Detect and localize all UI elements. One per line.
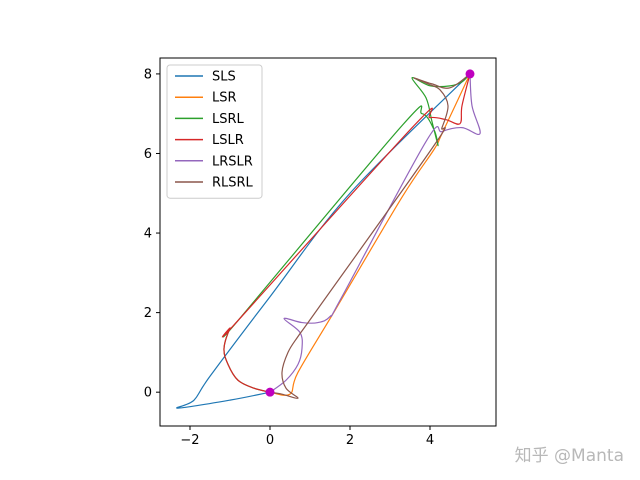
marker-layer [265,69,475,397]
legend-label-rlsrl: RLSRL [212,176,254,191]
legend-box [166,64,263,199]
series-line-lrslr [269,73,481,393]
series-layer [176,73,481,409]
x-tick-label: −2 [180,433,199,448]
legend-label-lrslr: LRSLR [212,154,253,169]
axes-frame [159,57,497,427]
y-tick-label: 0 [144,386,152,401]
series-line-rlsrl [269,73,471,399]
y-tick-label: 4 [144,227,152,242]
series-line-lsr [269,73,471,396]
y-tick-label: 2 [144,306,152,321]
x-tick-label: 4 [426,433,434,448]
series-line-sls [176,73,471,409]
legend-label-sls: SLS [212,70,236,85]
y-tick-label: 6 [144,147,152,162]
legend: SLS LSR LSRL LSLR LRSLR RLSRL [166,64,263,199]
x-tick-label: 2 [346,433,354,448]
tick-layer: −2 0 2 4 0 2 4 6 8 [144,67,434,448]
goal-marker [465,69,475,79]
watermark-text: 知乎 @Manta [514,446,624,466]
series-line-lslr [221,73,471,393]
start-marker [265,387,275,397]
x-tick-label: 0 [266,433,274,448]
legend-label-lsrl: LSRL [212,112,245,127]
y-tick-label: 8 [144,67,152,82]
legend-label-lsr: LSR [212,91,237,106]
legend-label-lslr: LSLR [212,133,244,148]
